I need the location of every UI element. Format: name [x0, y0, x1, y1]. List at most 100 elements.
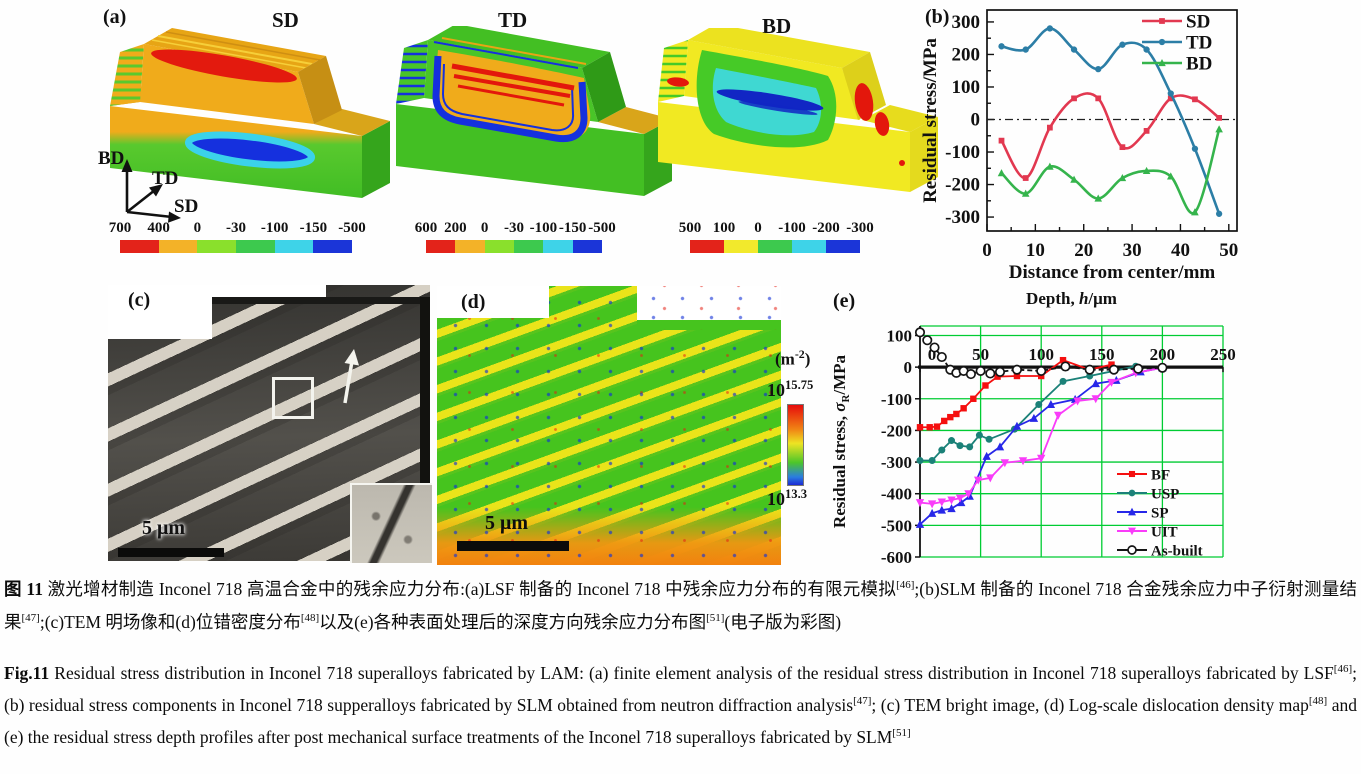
- block-title-td: TD: [498, 8, 528, 32]
- colorbar-segment: [826, 240, 860, 253]
- series-line: [1000, 92, 1220, 180]
- panel-c-label: (c): [128, 289, 151, 311]
- colorbar-labels: 600 200 0 -30 -100 -150 -500: [415, 220, 616, 237]
- colorbar-gradient: [120, 240, 353, 253]
- colorbar-tick-label: -150: [299, 220, 328, 236]
- marker-square: [1119, 144, 1126, 151]
- marker-circle-open: [922, 335, 933, 346]
- sd-top-stripe: [165, 31, 321, 61]
- colorbar-segment: [572, 240, 602, 253]
- caption-cn-text: 以及(e)各种表面处理后的深度方向残余应力分布图: [319, 611, 707, 632]
- sd-tension-zone: [151, 49, 297, 83]
- x-axis-title: Distance from center/mm: [1009, 262, 1216, 283]
- marker-square: [941, 417, 948, 425]
- marker-circle-open: [975, 365, 986, 376]
- cb-top-exp: 15.75: [785, 378, 814, 392]
- marker-circle: [1059, 377, 1067, 385]
- colorbar-segment: [758, 240, 792, 253]
- bd-red-patch: [854, 83, 874, 121]
- y-tick-label: -300: [945, 207, 980, 228]
- marker-triangle-up: [982, 451, 991, 460]
- bd-base-end: [910, 117, 938, 192]
- marker-triangle-up: [1094, 194, 1103, 202]
- bd-red-patch: [874, 112, 890, 136]
- y-tick-label: -300: [881, 453, 912, 472]
- colorbar-tick-label: 400: [147, 220, 170, 236]
- marker-square: [1143, 128, 1150, 134]
- citation-ref: [46]: [1333, 663, 1353, 675]
- marker-square: [960, 405, 967, 412]
- tem-inset: [350, 483, 432, 563]
- sd-hatch: [110, 44, 144, 106]
- td-red-stripe: [457, 84, 565, 107]
- legend-label: SD: [1186, 12, 1210, 33]
- colorbar-td: 600 200 0 -30 -100 -150 -500: [415, 220, 616, 254]
- y-tick-label: -200: [881, 421, 912, 440]
- series-SD: [998, 92, 1223, 181]
- y-tick-label: -500: [881, 516, 912, 535]
- cb-bottom-exp: 13.3: [785, 487, 808, 501]
- citation-ref: [51]: [706, 611, 725, 624]
- y-tick-label: -400: [881, 485, 912, 504]
- marker-circle: [948, 437, 956, 445]
- colorbar-tick-label: -30: [226, 220, 246, 236]
- y-tick-label: 100: [887, 326, 913, 345]
- bd-blue-core-2: [738, 101, 818, 115]
- marker-square: [982, 382, 989, 389]
- marker-triangle-up: [1070, 175, 1078, 183]
- marker-square: [1128, 470, 1136, 478]
- legend-label: BD: [1186, 54, 1212, 75]
- marker-triangle-up: [995, 442, 1005, 451]
- td-red-stripe: [451, 63, 575, 91]
- marker-triangle-down: [973, 476, 983, 485]
- panel-a-label: (a): [103, 6, 127, 28]
- colorbar-labels: 700 400 0 -30 -100 -150 -500: [109, 220, 366, 237]
- marker-circle: [975, 431, 983, 439]
- bd-red-patch: [667, 77, 689, 87]
- marker-circle-open: [1060, 361, 1071, 372]
- colorbar-segment: [197, 240, 237, 253]
- fem-block-td: [396, 26, 672, 196]
- dmap-white-area: [437, 286, 549, 318]
- marker-circle-open: [936, 351, 947, 363]
- dmap-colorbar: [787, 404, 804, 486]
- marker-triangle-up: [957, 498, 966, 507]
- colorbar-tick-label: -100: [529, 220, 558, 236]
- dmap-colorbar-unit: (m-2): [775, 347, 810, 370]
- bd-blue-core: [716, 89, 824, 111]
- colorbar-tick-label: -200: [812, 220, 840, 236]
- marker-square: [994, 373, 1001, 380]
- marker-triangle-down: [986, 474, 995, 483]
- tem-scalebar-label: 5 μm: [142, 517, 185, 539]
- panel-b-label: (b): [925, 6, 950, 28]
- marker-circle-open: [985, 368, 996, 379]
- marker-triangle-down: [964, 490, 973, 499]
- marker-circle: [1158, 38, 1166, 46]
- marker-triangle-up: [915, 519, 925, 528]
- triad-label-sd: SD: [174, 196, 198, 217]
- y-tick-label: -600: [881, 548, 912, 567]
- triad-label-td: TD: [152, 168, 178, 189]
- marker-circle-open: [1011, 364, 1023, 375]
- x-tick-label: 0: [982, 240, 992, 261]
- y-axis-title: Residual stress/MPa: [920, 38, 941, 203]
- marker-circle-open: [1133, 363, 1144, 374]
- caption-en-text: ; (c) TEM bright image, (d) Log-scale di…: [871, 694, 1309, 715]
- caption-cn-text: ;(b)SLM 制备的 Inconel 718 合金残余应力中子衍射测量结果: [4, 578, 1357, 632]
- caption-cn-text: (电子版为彩图): [724, 611, 842, 632]
- x-tick-label: 50: [972, 345, 989, 364]
- marker-triangle-up: [1029, 413, 1039, 422]
- marker-triangle-down: [1000, 459, 1010, 468]
- marker-triangle-down: [1128, 527, 1136, 536]
- marker-square: [998, 137, 1005, 144]
- marker-triangle-down: [1073, 397, 1082, 406]
- colorbar-segment: [792, 240, 826, 253]
- colorbar-tick-label: -500: [588, 220, 616, 236]
- bd-wall-top: [688, 28, 870, 68]
- triad-label-bd: BD: [98, 148, 124, 169]
- marker-square: [1038, 372, 1045, 380]
- colorbar-tick-label: 600: [414, 220, 438, 236]
- panel-e-label: (e): [833, 290, 856, 312]
- legend-label: SP: [1151, 506, 1169, 522]
